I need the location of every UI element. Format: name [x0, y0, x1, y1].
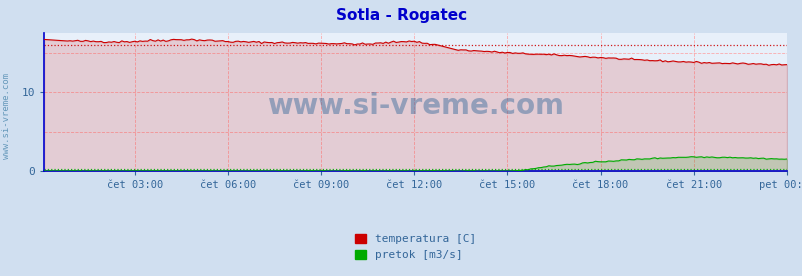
Text: Sotla - Rogatec: Sotla - Rogatec: [335, 8, 467, 23]
Legend: temperatura [C], pretok [m3/s]: temperatura [C], pretok [m3/s]: [350, 230, 480, 265]
Text: www.si-vreme.com: www.si-vreme.com: [2, 73, 11, 159]
Text: www.si-vreme.com: www.si-vreme.com: [267, 92, 563, 120]
